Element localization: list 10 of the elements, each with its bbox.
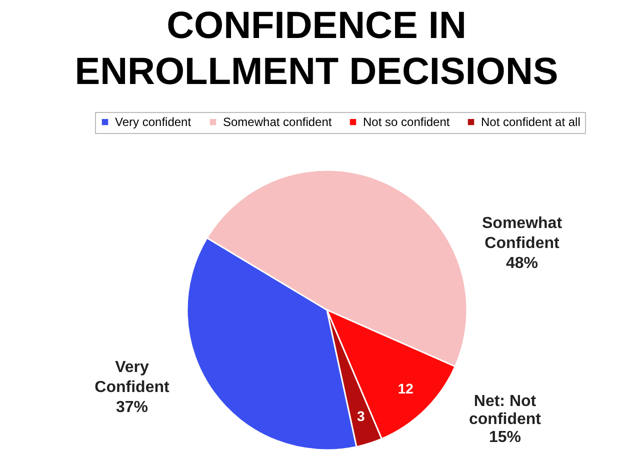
data-label: Very Confident 37% — [94, 359, 170, 416]
legend-label: Very confident — [115, 115, 192, 130]
legend-label: Not so confident — [363, 115, 450, 130]
legend-label: Not confident at all — [481, 115, 580, 130]
legend-label: Somewhat confident — [223, 115, 332, 130]
chart-title: CONFIDENCE IN ENROLLMENT DECISIONS — [74, 5, 558, 93]
text: Net: Not confident 15% — [469, 393, 542, 446]
data-label: 12 — [398, 380, 414, 397]
data-label: Somewhat Confident 48% — [482, 214, 563, 272]
data-label: 3 — [356, 408, 365, 424]
